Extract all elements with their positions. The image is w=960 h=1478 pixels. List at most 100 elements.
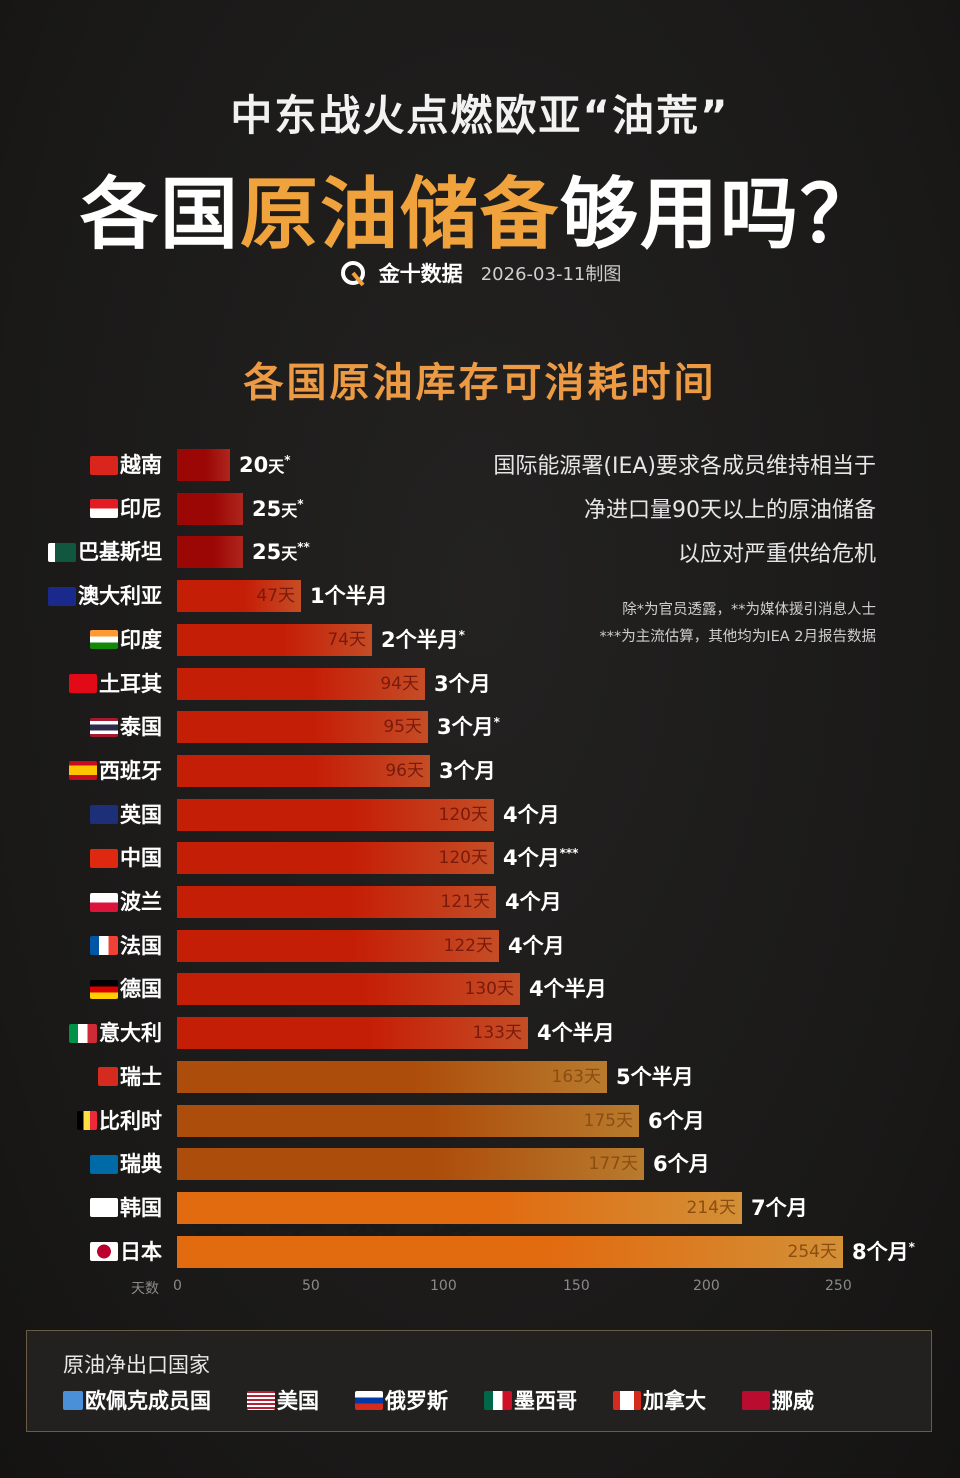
flag-it-icon (69, 1023, 97, 1043)
country-label: 中国 (90, 842, 162, 874)
flag-se-icon (90, 1154, 118, 1174)
bar: 175天 (177, 1104, 639, 1137)
brand-logo-icon (339, 259, 367, 287)
bar-days-value: 214天 (686, 1197, 736, 1218)
chart-row: 瑞士 163天 5个半月 (0, 1060, 960, 1093)
chart-row: 印尼 25天* (0, 492, 960, 525)
flag-cn-icon (90, 848, 118, 868)
country-name: 韩国 (120, 1195, 162, 1220)
exporters-title: 原油净出口国家 (63, 1353, 210, 1377)
exporter-name: 俄罗斯 (385, 1389, 448, 1413)
flag-au-icon (48, 586, 76, 606)
flag-id-icon (90, 499, 118, 519)
flag-ru-icon (355, 1390, 383, 1410)
iea-note-line1: 国际能源署(IEA)要求各成员维持相当于 (493, 454, 876, 479)
page-subtitle: 中东战火点燃欧亚“油荒” (230, 91, 730, 140)
duration-label: 4个月*** (503, 842, 578, 874)
chart-row: 瑞典 177天 6个月 (0, 1148, 960, 1181)
bar-days-value: 96天 (385, 760, 424, 781)
footnote-mark: *** (559, 846, 579, 861)
bar: 122天 (177, 929, 499, 962)
duration-label: 1个半月 (310, 580, 388, 612)
flag-ca-icon (613, 1390, 641, 1410)
bar: 121天 (177, 886, 496, 918)
chart-row: 英国 120天 4个月 (0, 798, 960, 831)
bar: 94天 (177, 667, 425, 700)
chart-row: 中国 120天 4个月*** (0, 842, 960, 875)
axis-tick: 150 (563, 1278, 590, 1294)
duration-label: 6个月 (648, 1105, 705, 1137)
flag-es-icon (69, 761, 97, 781)
country-label: 澳大利亚 (48, 580, 162, 612)
duration-text: 6个月 (653, 1152, 710, 1177)
duration-label: 4个月 (508, 930, 565, 962)
chart-row: 德国 130天 4个半月 (0, 973, 960, 1006)
country-name: 波兰 (120, 890, 162, 914)
bar-days-value: 47天 (256, 586, 295, 607)
country-label: 日本 (90, 1236, 162, 1268)
bar-days-value: 94天 (380, 673, 419, 694)
duration-text: 7个月 (751, 1195, 808, 1220)
duration-label: 4个半月 (537, 1017, 615, 1049)
duration-label: 25天** (252, 536, 310, 570)
duration-text: 4个月 (503, 846, 560, 871)
chart-row: 澳大利亚 47天 1个半月 (0, 580, 960, 613)
flag-us-icon (247, 1390, 275, 1410)
chart-row: 西班牙 96天 3个月 (0, 754, 960, 787)
bar: 120天 (177, 842, 494, 875)
country-name: 巴基斯坦 (78, 540, 162, 565)
exporters-list: 欧佩克成员国 美国 俄罗斯 墨西哥 加拿大 挪威 (63, 1385, 814, 1415)
footnote-mark: * (284, 453, 291, 467)
duration-unit: 天 (281, 544, 298, 564)
chart-row: 韩国 214天 7个月 (0, 1191, 960, 1224)
chart-row: 法国 122天 4个月 (0, 929, 960, 962)
country-name: 澳大利亚 (78, 584, 162, 609)
exporters-box: 原油净出口国家 欧佩克成员国 美国 俄罗斯 墨西哥 加拿大 挪威 (26, 1330, 932, 1432)
duration-label: 2个半月* (381, 624, 465, 656)
country-name: 瑞士 (120, 1064, 162, 1089)
footnote-mark: * (493, 715, 500, 730)
bar-days-value: 74天 (327, 629, 366, 650)
duration-text: 6个月 (648, 1108, 705, 1133)
duration-text: 5个半月 (616, 1064, 694, 1089)
page-title: 各国原油储备够用吗？ (0, 152, 960, 264)
axis-label: 天数 (131, 1281, 159, 1297)
bar: 47天 (177, 580, 301, 613)
footnote-1: 除*为官员透露，**为媒体援引消息人士 (622, 602, 876, 618)
bar-days-value: 254天 (787, 1241, 837, 1262)
duration-label: 8个月* (852, 1236, 915, 1268)
bar: 214天 (177, 1191, 742, 1224)
flag-ch-icon (98, 1067, 118, 1087)
exporter-name: 墨西哥 (514, 1389, 577, 1413)
duration-text: 3个月 (434, 671, 491, 696)
country-label: 意大利 (69, 1017, 162, 1049)
country-label: 韩国 (90, 1192, 162, 1224)
flag-fr-icon (90, 936, 118, 956)
country-name: 德国 (120, 977, 162, 1002)
bar: 130天 (177, 973, 520, 1006)
duration-text: 8个月 (852, 1239, 909, 1264)
bar-days-value: 122天 (443, 935, 493, 956)
bar: 177天 (177, 1148, 644, 1181)
flag-jp-icon (90, 1242, 118, 1262)
title-part1: 各国 (79, 170, 240, 260)
country-name: 英国 (120, 802, 162, 827)
duration-text: 20 (239, 453, 269, 477)
bar: 254天 (177, 1235, 843, 1268)
country-name: 印尼 (120, 496, 162, 521)
duration-text: 3个月 (439, 758, 496, 783)
duration-label: 4个半月 (529, 973, 607, 1005)
duration-label: 4个月 (503, 799, 560, 831)
duration-text: 4个半月 (529, 977, 607, 1002)
exporter-item: 俄罗斯 (355, 1385, 448, 1415)
axis-tick: 100 (430, 1278, 457, 1294)
flag-pk-icon (48, 542, 76, 562)
country-label: 越南 (90, 449, 162, 481)
duration-unit: 天 (281, 500, 298, 520)
duration-label: 7个月 (751, 1192, 808, 1224)
duration-text: 4个月 (503, 802, 560, 827)
flag-gb-icon (90, 805, 118, 825)
flag-in-icon (90, 630, 118, 650)
country-label: 法国 (90, 930, 162, 962)
country-name: 西班牙 (99, 758, 162, 783)
